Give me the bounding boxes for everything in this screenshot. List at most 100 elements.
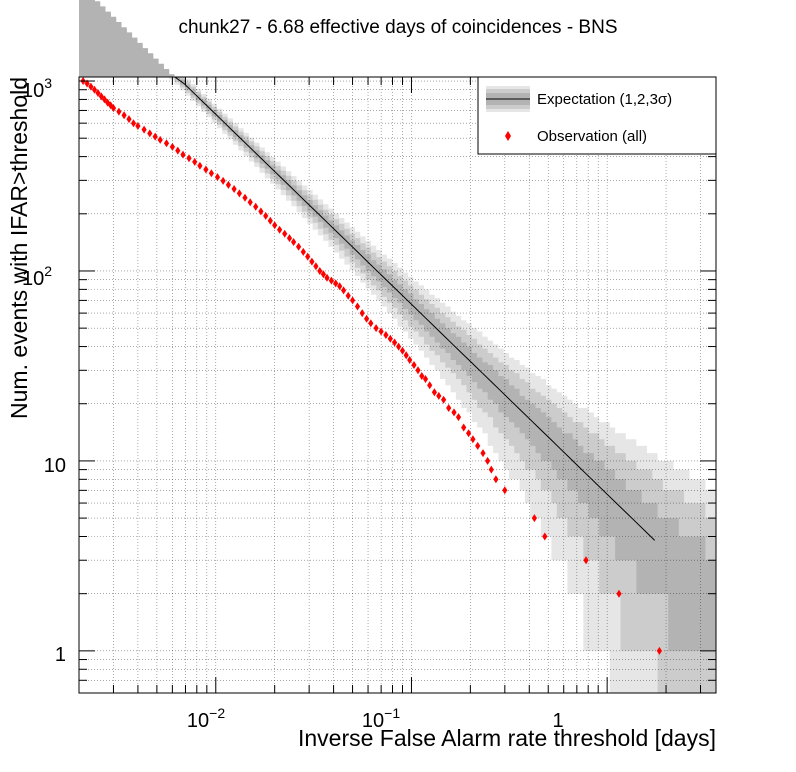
observation-point (480, 449, 486, 458)
observation-point (267, 216, 273, 225)
observation-point (359, 309, 365, 318)
x-tick-label: 10−1 (362, 705, 400, 732)
observation-point (470, 435, 476, 444)
legend: Expectation (1,2,3σ) Observation (all) (477, 76, 717, 155)
observation-point (272, 221, 278, 230)
observation-point (431, 388, 437, 397)
observation-point (300, 247, 306, 256)
y-tick-label: 1 (55, 644, 66, 666)
observation-point (350, 296, 356, 305)
observation-point (291, 238, 297, 246)
observation-point (466, 429, 472, 438)
observation-point (282, 229, 288, 238)
observation-point (236, 189, 242, 198)
observation-point (242, 193, 248, 202)
observation-point (345, 291, 351, 300)
observation-point (258, 207, 264, 216)
x-tick-label: 10−2 (187, 705, 225, 732)
observation-point (475, 441, 481, 450)
observation-point (141, 125, 147, 134)
observation-point (253, 202, 259, 211)
expectation-bands (79, 0, 716, 693)
observation-point (341, 286, 347, 295)
observation-point (419, 372, 425, 380)
observation-point (485, 456, 491, 465)
observation-point (368, 319, 374, 328)
observation-point (121, 111, 127, 120)
observation-point (399, 346, 406, 355)
observation-point (422, 375, 429, 383)
observation-points (80, 77, 662, 655)
observation-point (451, 408, 457, 417)
observation-point (616, 589, 622, 598)
observation-point (157, 135, 163, 144)
observation-point (396, 342, 402, 351)
observation-point (147, 129, 153, 138)
y-tick-label: 102 (22, 263, 52, 290)
observation-point (88, 82, 94, 91)
observation-point (493, 475, 499, 484)
observation-point (441, 395, 447, 404)
observation-point (225, 180, 231, 189)
observation-point (95, 89, 101, 97)
x-tick-labels: 10−2 10−1 1 (187, 705, 564, 732)
observation-point (277, 225, 283, 234)
observation-point (354, 302, 361, 311)
plot-frame (78, 76, 717, 694)
x-axis-label: Inverse False Alarm rate threshold [days… (298, 725, 716, 751)
observation-point (320, 270, 326, 279)
observation-point (135, 122, 141, 130)
chart-title: chunk27 - 6.68 effective days of coincid… (178, 17, 617, 38)
observation-point (192, 157, 198, 166)
observation-point (263, 211, 269, 220)
y-axis-label: Num. events with IFAR>threshold (6, 77, 32, 419)
observation-point (364, 314, 370, 323)
observation-point (531, 514, 537, 523)
observation-point (197, 161, 203, 170)
observation-point (163, 139, 170, 148)
band-1sigma (79, 0, 716, 651)
observation-point (583, 556, 589, 565)
observation-point (203, 165, 209, 174)
x-tick-label: 1 (552, 710, 563, 732)
observation-point (378, 327, 384, 336)
observation-point (488, 465, 494, 474)
observation-point (126, 115, 132, 124)
observation-point (208, 169, 214, 178)
observation-point (324, 273, 330, 282)
observation-point (101, 95, 108, 104)
observation-point (247, 198, 253, 207)
observation-point (392, 338, 398, 347)
observation-point (415, 366, 421, 375)
observation-point (656, 646, 662, 655)
observation-point (286, 234, 293, 243)
observation-point (214, 173, 221, 182)
observation-point (446, 404, 452, 412)
observation-point (231, 185, 237, 193)
observation-point (427, 381, 433, 390)
legend-expectation-label: Expectation (1,2,3σ) (537, 91, 672, 108)
observation-point (502, 486, 508, 495)
observation-point (186, 154, 192, 163)
axis-ticks (78, 77, 716, 694)
observation-point (333, 279, 339, 288)
band-3sigma (79, 0, 716, 693)
observation-point (407, 356, 413, 364)
observation-point (220, 176, 226, 185)
observation-point (383, 331, 389, 339)
observation-point (180, 150, 186, 159)
y-tick-label: 10 (44, 455, 66, 477)
observation-point (313, 262, 319, 271)
observation-point (309, 257, 315, 266)
observation-point (152, 132, 158, 141)
observation-point (328, 276, 334, 285)
observation-point (373, 324, 379, 333)
observation-point (169, 142, 175, 151)
observation-point (317, 267, 323, 275)
observation-point (296, 242, 302, 251)
observation-point (403, 351, 409, 360)
observation-point (175, 146, 181, 155)
legend-observation-label: Observation (all) (537, 128, 647, 145)
legend-observation-marker (505, 131, 511, 141)
